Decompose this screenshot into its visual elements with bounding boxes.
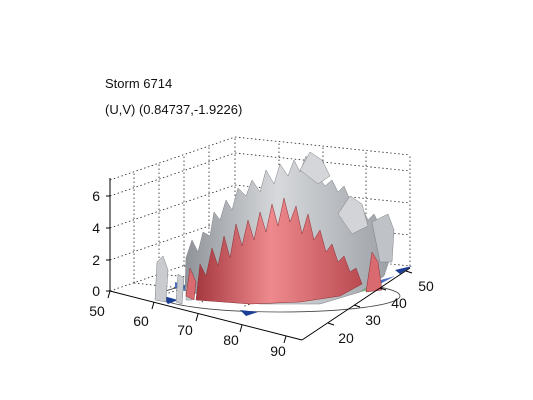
x-tick-label: 90 [270, 343, 286, 359]
z-tick-labels: 0 2 4 6 [92, 188, 100, 299]
z-tick-label: 0 [92, 283, 100, 299]
y-tick-labels: 20 30 40 50 [338, 278, 434, 346]
y-tick-label: 20 [338, 330, 354, 346]
y-tick-label: 40 [391, 295, 407, 311]
figure-subtitle: (U,V) (0.84737,-1.9226) [105, 102, 243, 117]
y-tick-label: 30 [365, 312, 381, 328]
axes [106, 178, 413, 344]
inner-core-isosurface [185, 197, 383, 305]
z-tick-label: 4 [92, 220, 100, 236]
x-tick-label: 70 [177, 322, 193, 338]
z-tick-label: 6 [92, 188, 100, 204]
z-tick-label: 2 [92, 252, 100, 268]
x-tick-labels: 50 60 70 80 90 [89, 303, 286, 359]
x-tick-label: 50 [89, 303, 105, 319]
x-tick-label: 80 [223, 332, 239, 348]
figure-title: Storm 6714 [105, 76, 173, 91]
y-tick-label: 50 [418, 278, 434, 294]
x-tick-label: 60 [133, 313, 149, 329]
